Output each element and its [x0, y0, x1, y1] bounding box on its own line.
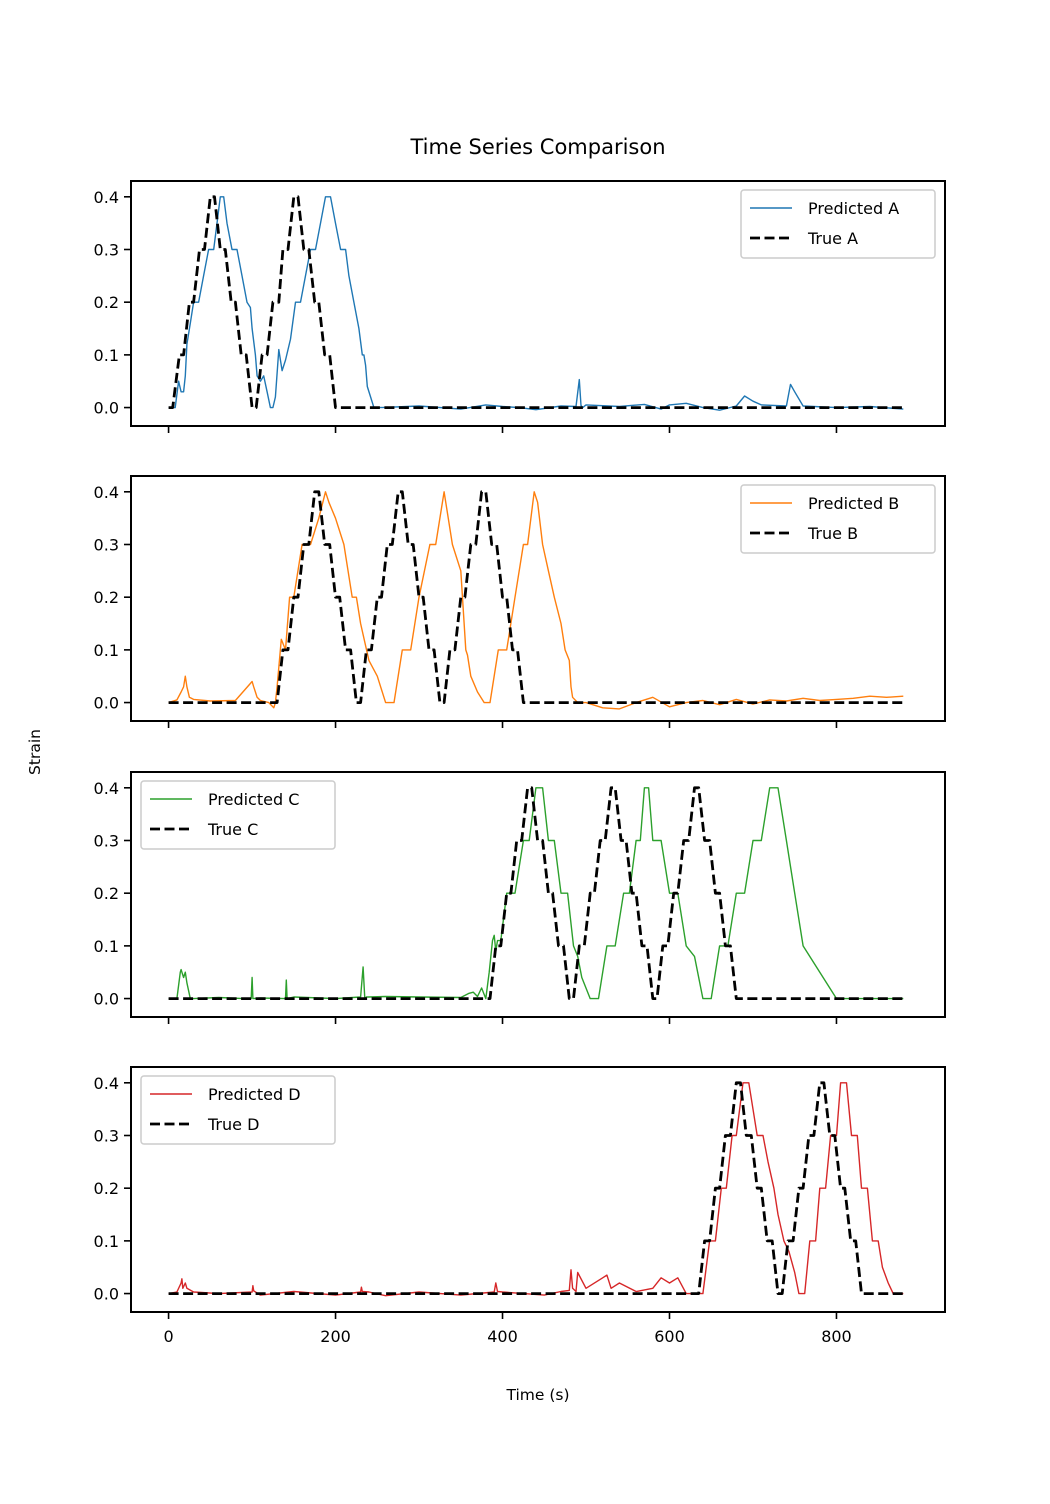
legend-label: True B: [807, 524, 858, 543]
y-tick-label: 0.4: [94, 483, 119, 502]
series-line-c-true: [168, 786, 904, 1000]
legend-label: True D: [207, 1115, 259, 1134]
y-tick-label: 0.3: [94, 535, 119, 554]
legend-label: Predicted C: [208, 790, 299, 809]
x-tick-label: 200: [320, 1327, 351, 1346]
y-tick-label: 0.0: [94, 1285, 119, 1304]
x-axis-label: Time (s): [505, 1386, 569, 1404]
legend: Predicted A True A: [740, 189, 936, 259]
y-tick-label: 0.1: [94, 641, 119, 660]
legend-label: Predicted B: [808, 494, 899, 513]
x-tick-label: 600: [654, 1327, 685, 1346]
legend-label: True A: [807, 229, 858, 248]
axes-frame: [130, 1066, 946, 1313]
panel-a: 0.0 0.1 0.2 0.3 0.4 Predicted A True A: [94, 180, 946, 433]
legend-box: [140, 1075, 336, 1145]
y-tick-label: 0.0: [94, 990, 119, 1009]
legend-label: Predicted D: [208, 1085, 301, 1104]
legend-label: Predicted A: [808, 199, 899, 218]
y-tick-label: 0.1: [94, 346, 119, 365]
series-line-b-true: [168, 490, 904, 704]
y-tick-label: 0.3: [94, 831, 119, 850]
series-line-c-predicted: [168, 787, 904, 1000]
y-tick-label: 0.0: [94, 694, 119, 713]
x-tick-label: 400: [487, 1327, 518, 1346]
legend: Predicted C True C: [140, 780, 336, 850]
panel-b: 0.0 0.1 0.2 0.3 0.4 Predicted B True B: [94, 475, 946, 728]
y-tick-label: 0.3: [94, 240, 119, 259]
y-tick-label: 0.2: [94, 293, 119, 312]
legend: Predicted B True B: [740, 484, 936, 554]
chart-title: Time Series Comparison: [409, 135, 665, 159]
x-tick-label: 800: [821, 1327, 852, 1346]
y-tick-label: 0.2: [94, 1179, 119, 1198]
y-tick-label: 0.2: [94, 588, 119, 607]
legend: Predicted D True D: [140, 1075, 336, 1145]
legend-label: True C: [207, 820, 258, 839]
axes-frame: [130, 180, 946, 427]
y-tick-label: 0.4: [94, 1074, 119, 1093]
legend-box: [140, 780, 336, 850]
y-tick-label: 0.4: [94, 779, 119, 798]
legend-box: [740, 189, 936, 259]
x-tick-label: 0: [163, 1327, 173, 1346]
axes-frame: [130, 771, 946, 1018]
legend-box: [740, 484, 936, 554]
panel-d: 0.0 0.1 0.2 0.3 0.4 0 200 400 600 800 Predicted D T…: [94, 1066, 946, 1346]
axes-frame: [130, 475, 946, 722]
series-line-a-true: [168, 195, 904, 409]
y-tick-label: 0.2: [94, 884, 119, 903]
y-axis-label: Strain: [26, 729, 44, 775]
series-line-d-true: [168, 1081, 904, 1295]
panel-c: 0.0 0.1 0.2 0.3 0.4 Predicted C True C: [94, 771, 946, 1024]
series-line-a-predicted: [168, 196, 904, 411]
y-tick-label: 0.1: [94, 937, 119, 956]
y-tick-label: 0.4: [94, 188, 119, 207]
y-tick-label: 0.1: [94, 1232, 119, 1251]
y-tick-label: 0.0: [94, 399, 119, 418]
y-tick-label: 0.3: [94, 1126, 119, 1145]
